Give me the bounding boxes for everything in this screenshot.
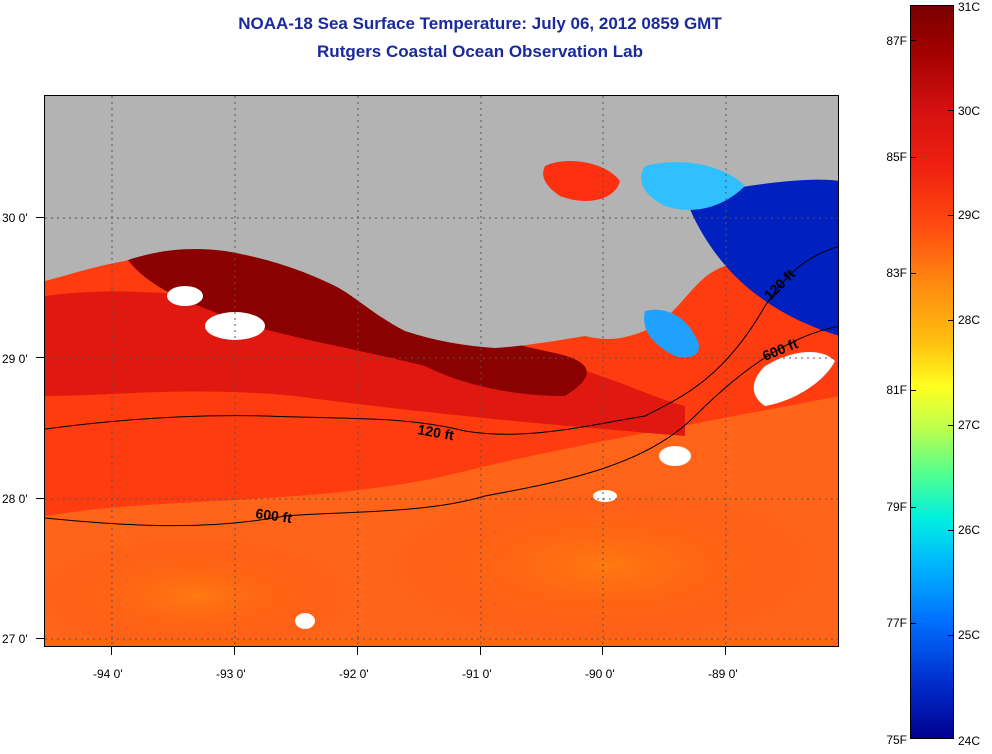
colorbar-celsius-label: 30C (958, 104, 981, 118)
lon-tick-mark (480, 647, 481, 655)
lon-tick-label: -89 0' (708, 667, 738, 681)
cool-region (644, 309, 699, 358)
temperature-colorbar (910, 5, 954, 739)
cloud-patch (753, 351, 835, 406)
colorbar-celsius-label: 24C (958, 734, 981, 748)
colorbar-celsius-label: 25C (958, 628, 981, 642)
hot-region (45, 291, 685, 436)
lat-tick-mark (36, 638, 44, 639)
cloud-patch (659, 446, 691, 466)
colorbar-celsius-label: 31C (958, 0, 981, 14)
lon-tick-mark (234, 647, 235, 655)
very-hot-region (125, 247, 587, 396)
colorbar-fahrenheit-label: 83F (886, 266, 907, 280)
sst-map-canvas: 120 ft 600 ft 120 ft 600 ft (45, 96, 838, 646)
colorbar-tick (910, 623, 916, 624)
colorbar-tick (910, 273, 916, 274)
lon-tick-label: -93 0' (216, 667, 246, 681)
contour-120ft (45, 246, 838, 435)
lat-tick-mark (36, 357, 44, 358)
colorbar-celsius-label: 29C (958, 208, 981, 222)
lon-tick-label: -90 0' (585, 667, 615, 681)
colorbar-tick (948, 635, 954, 636)
colorbar-fahrenheit-label: 77F (886, 616, 907, 630)
sst-map: 120 ft 600 ft 120 ft 600 ft (44, 95, 839, 647)
colorbar-tick (910, 507, 916, 508)
lon-tick-mark (357, 647, 358, 655)
contour-600ft (45, 325, 838, 527)
lon-tick-label: -94 0' (93, 667, 123, 681)
lat-tick-label: 29 0' (2, 352, 28, 366)
warm-patch (385, 486, 825, 646)
cool-region (641, 162, 745, 210)
colorbar-fahrenheit-label: 75F (886, 733, 907, 747)
chart-subtitle: Rutgers Coastal Ocean Observation Lab (317, 42, 643, 61)
cloud-patch (167, 286, 203, 306)
lon-tick-label: -92 0' (339, 667, 369, 681)
cool-region (685, 179, 838, 336)
colorbar-tick (948, 425, 954, 426)
colorbar-tick (948, 530, 954, 531)
grid-lines (45, 96, 838, 646)
colorbar-fahrenheit-label: 79F (886, 500, 907, 514)
colorbar-tick (910, 157, 916, 158)
colorbar-tick (910, 390, 916, 391)
colorbar-tick (948, 320, 954, 321)
lat-tick-label: 28 0' (2, 492, 28, 506)
colorbar-celsius-label: 26C (958, 523, 981, 537)
colorbar-tick (910, 40, 916, 41)
lon-tick-mark (725, 647, 726, 655)
chart-title: NOAA-18 Sea Surface Temperature: July 06… (238, 14, 722, 33)
lat-tick-mark (36, 217, 44, 218)
land-mass (45, 96, 838, 348)
cloud-patch (295, 613, 315, 629)
colorbar-celsius-label: 27C (958, 418, 981, 432)
lat-tick-mark (36, 498, 44, 499)
colorbar-fahrenheit-label: 87F (886, 34, 907, 48)
lat-tick-label: 27 0' (2, 632, 28, 646)
lon-tick-mark (602, 647, 603, 655)
cloud-patch (593, 490, 617, 502)
contour-label: 600 ft (255, 505, 294, 526)
colorbar-tick (948, 110, 954, 111)
colorbar-tick (948, 215, 954, 216)
lat-tick-label: 30 0' (2, 211, 28, 225)
lon-tick-mark (111, 647, 112, 655)
colorbar-celsius-label: 28C (958, 313, 981, 327)
colorbar-fahrenheit-label: 85F (886, 150, 907, 164)
warm-patch (45, 536, 355, 646)
island-warm (543, 161, 620, 201)
colorbar-fahrenheit-label: 81F (886, 383, 907, 397)
lon-tick-label: -91 0' (462, 667, 492, 681)
contour-label: 120 ft (416, 421, 455, 443)
